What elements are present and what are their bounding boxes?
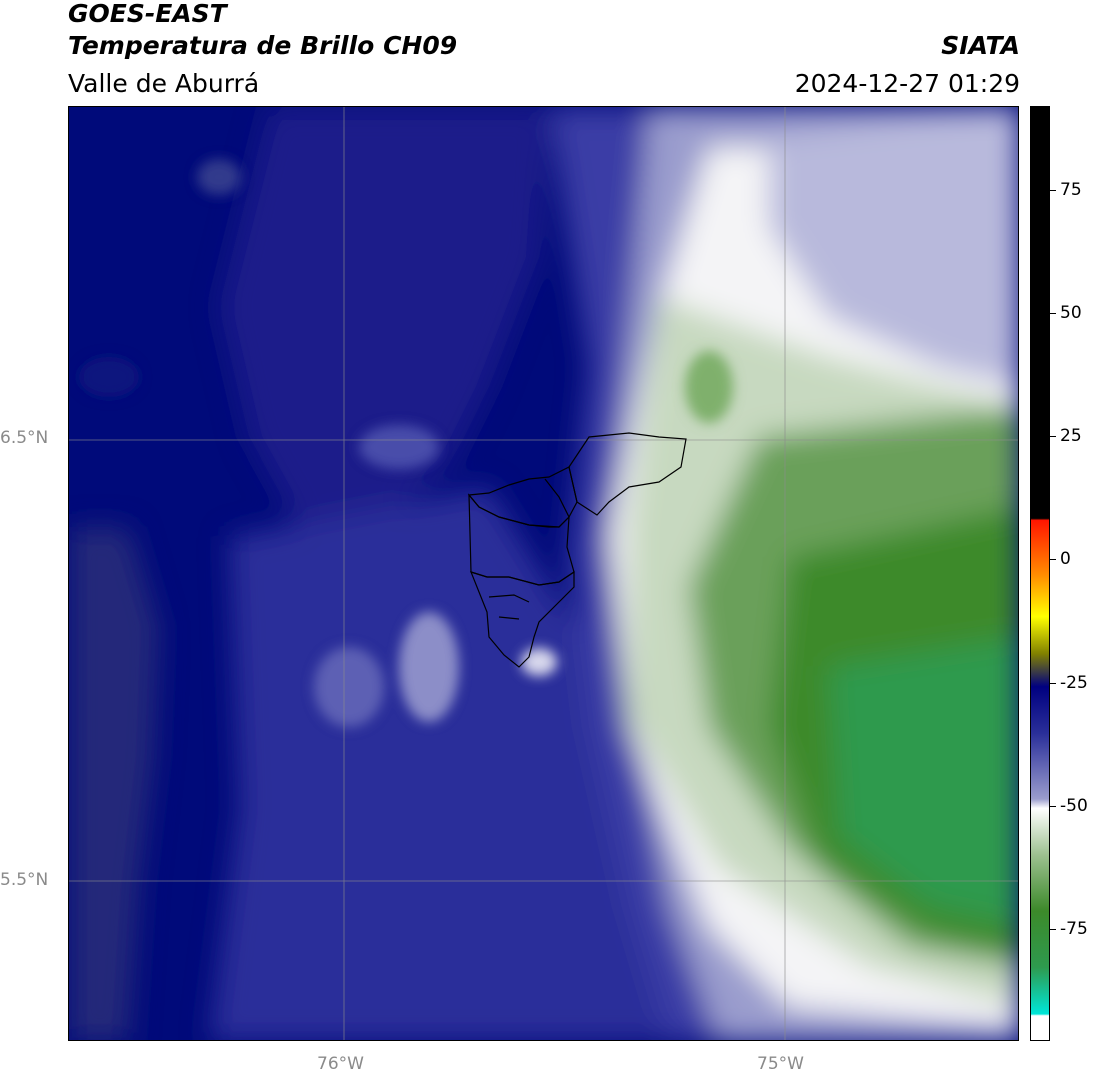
cloud-cell-north — [197, 159, 241, 195]
colorbar-label-75: 75 — [1060, 180, 1082, 200]
organization-label: SIATA — [941, 31, 1020, 60]
boundary-inner-3 — [498, 616, 520, 620]
colorbar-label-neg50: -50 — [1060, 796, 1088, 816]
convective-cell-1 — [359, 425, 439, 469]
convective-cell-4 — [521, 648, 557, 676]
colorbar-tick-75 — [1050, 190, 1056, 191]
northeast-lavender — [769, 107, 1018, 387]
municipality-boundaries — [467, 432, 687, 668]
cloud-field — [69, 107, 1018, 1040]
colorbar-label-25: 25 — [1060, 426, 1082, 446]
colorbar-tick-50 — [1050, 313, 1056, 314]
colorbar-label-0: 0 — [1060, 549, 1071, 569]
navy-band — [219, 107, 549, 527]
brightness-temperature-map — [69, 107, 1018, 1040]
colorbar-label-50: 50 — [1060, 303, 1082, 323]
colorbar-tick-neg25 — [1050, 683, 1056, 684]
teal-core — [829, 637, 1018, 927]
west-dark-patch — [69, 527, 159, 1040]
graticule — [69, 107, 1018, 1040]
colorbar-tick-neg50 — [1050, 806, 1056, 807]
colorbar-tick-25 — [1050, 436, 1056, 437]
colorbar — [1030, 106, 1050, 1041]
convective-cell-3 — [314, 647, 384, 727]
lon-label-75: 75°W — [757, 1054, 804, 1074]
colorbar-tick-0 — [1050, 559, 1056, 560]
timestamp: 2024-12-27 01:29 — [794, 69, 1020, 98]
boundary-north — [568, 432, 687, 516]
cloud-cell-northwest — [79, 357, 139, 397]
map-panel[interactable] — [68, 106, 1019, 1041]
title-region: Valle de Aburrá — [68, 69, 260, 98]
boundary-inner-2 — [488, 594, 530, 603]
lon-label-76: 76°W — [317, 1054, 364, 1074]
boundary-inner-1 — [544, 478, 570, 518]
title-satellite: GOES-EAST — [68, 0, 227, 28]
convective-cell-2 — [399, 612, 459, 722]
colorbar-gradient — [1031, 107, 1049, 1040]
cloud-detail — [79, 159, 733, 727]
colorbar-label-neg75: -75 — [1060, 919, 1088, 939]
title-product: Temperatura de Brillo CH09 — [68, 31, 458, 60]
lat-label-6-5: 6.5°N — [0, 428, 49, 448]
lat-label-5-5: 5.5°N — [0, 870, 49, 890]
colorbar-label-neg25: -25 — [1060, 673, 1088, 693]
south-blue-band — [209, 487, 689, 1040]
colorbar-tick-neg75 — [1050, 929, 1056, 930]
boundary-south — [469, 570, 575, 668]
green-cell — [685, 351, 733, 423]
